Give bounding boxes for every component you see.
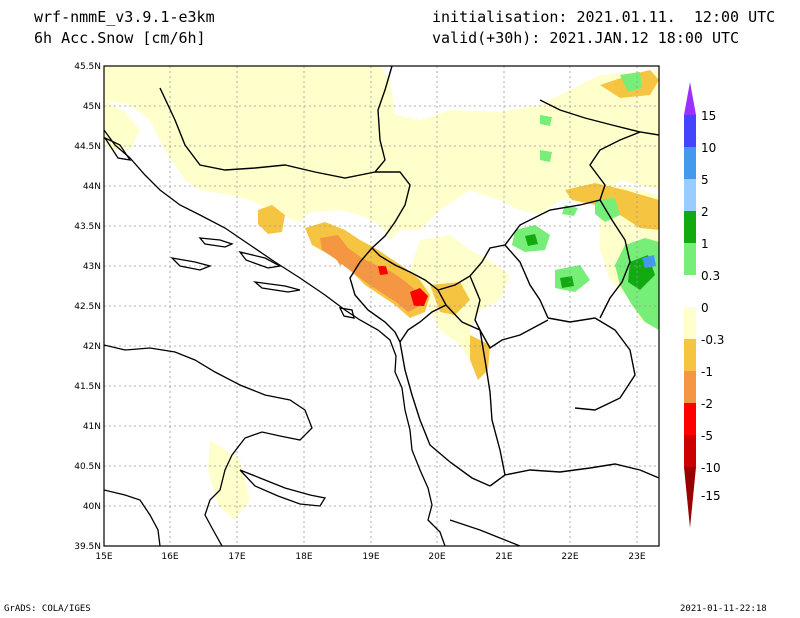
colorbar-swatch [684, 211, 696, 243]
map-frame [103, 65, 660, 547]
lat-label: 39.5N [74, 542, 101, 552]
colorbar-bottom-arrow [684, 467, 696, 528]
colorbar-swatch [684, 179, 696, 211]
title-field: 6h Acc.Snow [cm/6h] [34, 29, 206, 47]
snow-intense-area [378, 266, 428, 306]
lon-label: 23E [628, 552, 645, 562]
lon-label: 19E [362, 552, 379, 562]
colorbar-label: -5 [701, 429, 713, 443]
colorbar-label: 5 [701, 173, 709, 187]
colorbar-swatch [684, 371, 696, 403]
colorbar-label: 1 [701, 237, 709, 251]
blue-area [642, 255, 656, 268]
lat-label: 40N [83, 502, 101, 512]
colorbar-label: -2 [701, 397, 713, 411]
lon-label: 17E [228, 552, 245, 562]
colorbar-swatch [684, 275, 696, 307]
lon-label: 22E [561, 552, 578, 562]
colorbar-swatch [684, 403, 696, 435]
lat-label: 41.5N [74, 382, 101, 392]
colorbar-swatch [684, 339, 696, 371]
snow-heavy-area [320, 235, 420, 312]
colorbar-label: 0 [701, 301, 709, 315]
colorbar-swatch [684, 115, 696, 147]
lat-label: 45N [83, 102, 101, 112]
colorbar-label: -15 [701, 489, 721, 503]
colorbar-top-arrow [684, 82, 696, 115]
lat-label: 42N [83, 342, 101, 352]
colorbar-label: 15 [701, 109, 716, 123]
map-area [104, 66, 659, 546]
lat-label: 42.5N [74, 302, 101, 312]
lat-axis: 45.5N 45N 44.5N 44N 43.5N 43N 42.5N 42N … [74, 62, 101, 552]
lon-label: 18E [295, 552, 312, 562]
lat-label: 44N [83, 182, 101, 192]
lat-label: 41N [83, 422, 101, 432]
colorbar-swatch [684, 307, 696, 339]
title-initialisation: initialisation: 2021.01.11. 12:00 UTC [432, 8, 776, 26]
lat-label: 43.5N [74, 222, 101, 232]
colorbar-swatch [684, 435, 696, 467]
colorbar-swatch [684, 147, 696, 179]
lat-label: 45.5N [74, 62, 101, 72]
colorbar-label: -10 [701, 461, 721, 475]
lat-label: 43N [83, 262, 101, 272]
lon-label: 21E [495, 552, 512, 562]
footer-timestamp: 2021-01-11-22:18 [680, 604, 767, 614]
colorbar: 15 10 5 2 1 0.3 0 -0.3 -1 -2 -5 -10 -15 [684, 82, 724, 528]
lon-label: 15E [95, 552, 112, 562]
colorbar-label: 2 [701, 205, 709, 219]
title-valid-time: valid(+30h): 2021.JAN.12 18:00 UTC [432, 29, 740, 47]
lon-axis: 15E 16E 17E 18E 19E 20E 21E 22E 23E [95, 552, 645, 562]
colorbar-label: 10 [701, 141, 716, 155]
coastlines [104, 129, 521, 546]
country-borders [159, 66, 659, 487]
colorbar-label: -1 [701, 365, 713, 379]
lat-label: 40.5N [74, 462, 101, 472]
lon-label: 20E [428, 552, 445, 562]
grid-lines [104, 66, 659, 546]
colorbar-swatch [684, 243, 696, 275]
colorbar-label: 0.3 [701, 269, 720, 283]
footer-credit: GrADS: COLA/IGES [4, 604, 91, 614]
lon-label: 16E [161, 552, 178, 562]
title-model: wrf-nmmE_v3.9.1-e3km [34, 8, 215, 26]
colorbar-label: -0.3 [701, 333, 724, 347]
lat-label: 44.5N [74, 142, 101, 152]
